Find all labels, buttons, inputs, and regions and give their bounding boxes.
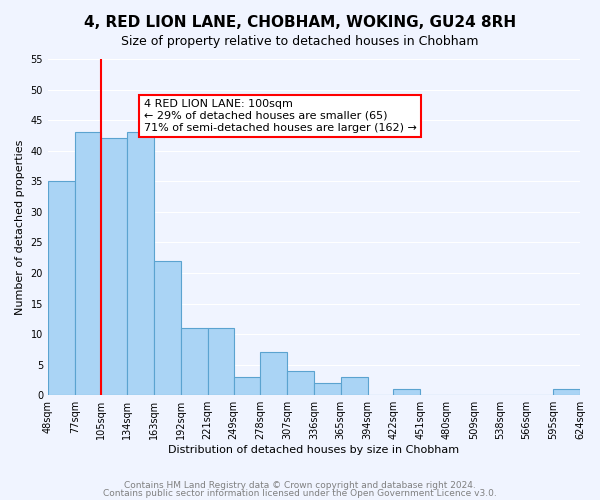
Bar bbox=[394, 389, 420, 395]
Bar bbox=[154, 260, 181, 395]
Bar bbox=[314, 383, 341, 395]
Text: Size of property relative to detached houses in Chobham: Size of property relative to detached ho… bbox=[121, 35, 479, 48]
Text: Contains HM Land Registry data © Crown copyright and database right 2024.: Contains HM Land Registry data © Crown c… bbox=[124, 481, 476, 490]
Bar bbox=[48, 182, 75, 395]
Bar bbox=[208, 328, 233, 395]
Bar bbox=[101, 138, 127, 395]
X-axis label: Distribution of detached houses by size in Chobham: Distribution of detached houses by size … bbox=[169, 445, 460, 455]
Bar bbox=[287, 371, 314, 395]
Bar bbox=[75, 132, 101, 395]
Bar bbox=[341, 377, 368, 395]
Text: 4, RED LION LANE, CHOBHAM, WOKING, GU24 8RH: 4, RED LION LANE, CHOBHAM, WOKING, GU24 … bbox=[84, 15, 516, 30]
Text: Contains public sector information licensed under the Open Government Licence v3: Contains public sector information licen… bbox=[103, 488, 497, 498]
Bar bbox=[233, 377, 260, 395]
Y-axis label: Number of detached properties: Number of detached properties bbox=[15, 140, 25, 315]
Bar bbox=[260, 352, 287, 395]
Bar bbox=[553, 389, 580, 395]
Bar bbox=[181, 328, 208, 395]
Bar bbox=[127, 132, 154, 395]
Text: 4 RED LION LANE: 100sqm
← 29% of detached houses are smaller (65)
71% of semi-de: 4 RED LION LANE: 100sqm ← 29% of detache… bbox=[143, 100, 416, 132]
